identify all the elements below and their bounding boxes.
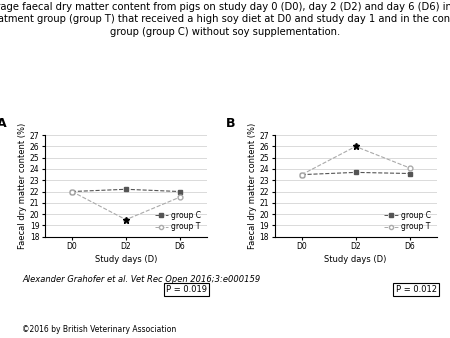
Text: P = 0.012: P = 0.012 <box>396 285 436 294</box>
Legend: group C, group T: group C, group T <box>153 210 203 233</box>
Text: A: A <box>0 117 6 130</box>
Legend: group C, group T: group C, group T <box>383 210 433 233</box>
Text: ©2016 by British Veterinary Association: ©2016 by British Veterinary Association <box>22 325 177 334</box>
Text: Average faecal dry matter content from pigs on study day 0 (D0), day 2 (D2) and : Average faecal dry matter content from p… <box>0 2 450 37</box>
X-axis label: Study days (D): Study days (D) <box>94 255 157 264</box>
Y-axis label: Faecal dry matter content (%): Faecal dry matter content (%) <box>18 123 27 249</box>
Text: P = 0.019: P = 0.019 <box>166 285 207 294</box>
Text: B: B <box>226 117 236 130</box>
Text: Alexander Grahofer et al. Vet Rec Open 2016;3:e000159: Alexander Grahofer et al. Vet Rec Open 2… <box>22 275 261 285</box>
Y-axis label: Faecal dry matter content (%): Faecal dry matter content (%) <box>248 123 257 249</box>
X-axis label: Study days (D): Study days (D) <box>324 255 387 264</box>
